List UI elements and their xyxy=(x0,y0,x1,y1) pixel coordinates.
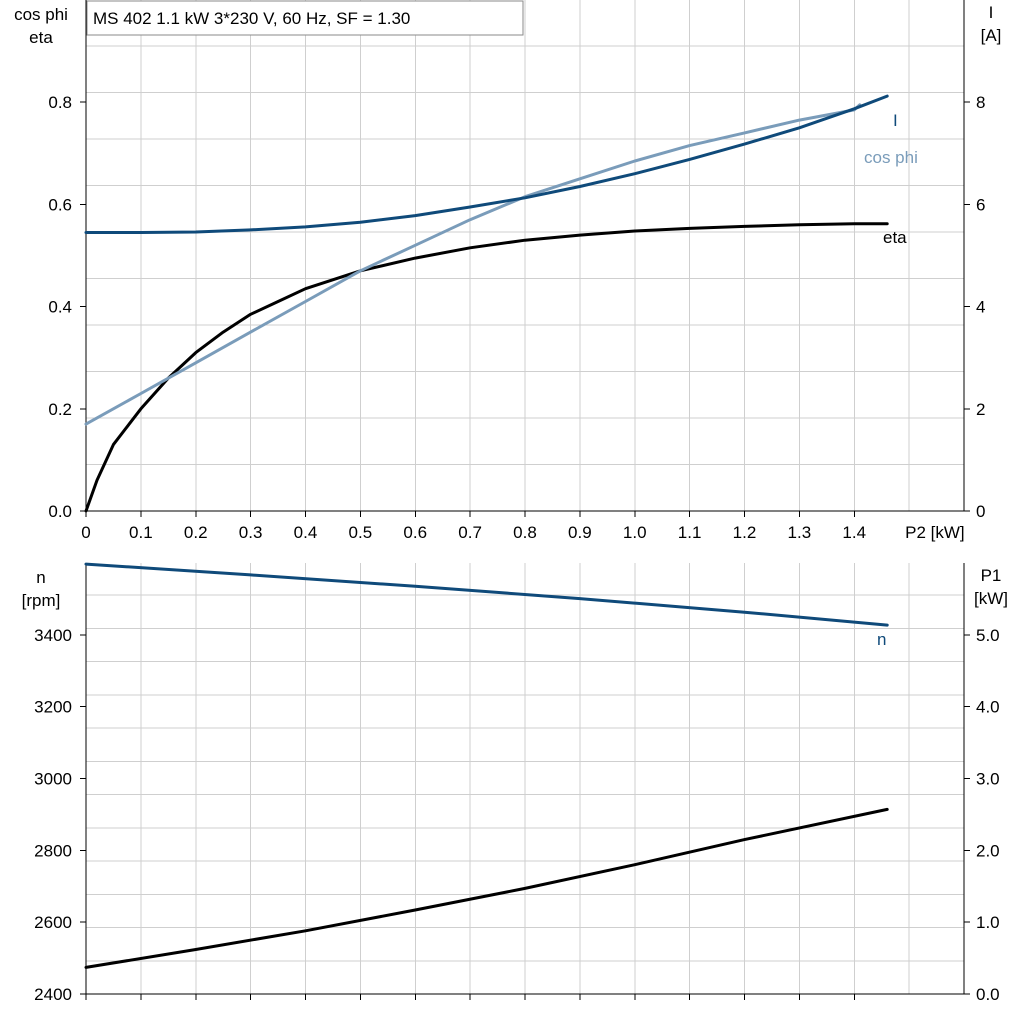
top-x-tick-label: 1.3 xyxy=(788,523,812,542)
top-x-tick-label: 0 xyxy=(81,523,90,542)
top-left-tick-label: 0.4 xyxy=(48,298,72,317)
bottom-left-axis-label: n xyxy=(36,568,45,587)
top-right-tick-label: 6 xyxy=(976,195,985,214)
bottom-left-tick-label: 3000 xyxy=(34,770,72,789)
chart-title: MS 402 1.1 kW 3*230 V, 60 Hz, SF = 1.30 xyxy=(93,9,410,28)
top-right-tick-label: 8 xyxy=(976,93,985,112)
bottom-p1-curve xyxy=(84,807,889,969)
bottom-left-tick-label: 3200 xyxy=(34,698,72,717)
n-series-label: n xyxy=(877,630,886,649)
top-x-tick-label: 1.1 xyxy=(678,523,702,542)
bottom-left-tick-label: 2800 xyxy=(34,841,72,860)
top-x-tick-label: 1.0 xyxy=(623,523,647,542)
bottom-right-tick-label: 4.0 xyxy=(976,698,1000,717)
top-right-tick-label: 2 xyxy=(976,400,985,419)
bottom-right-tick-label: 0.0 xyxy=(976,985,1000,1004)
chart-title-box xyxy=(86,0,524,36)
top-left-tick-label: 0.6 xyxy=(48,195,72,214)
top-x-tick-label: 0.9 xyxy=(568,523,592,542)
top-x-tick-label: 1.4 xyxy=(842,523,866,542)
top-left-tick-label: 0.2 xyxy=(48,400,72,419)
bottom-left-tick-label: 3400 xyxy=(34,626,72,645)
top-right-axis-label: [A] xyxy=(981,26,1002,45)
bottom-right-tick-label: 1.0 xyxy=(976,913,1000,932)
top-x-tick-label: 1.2 xyxy=(733,523,757,542)
top-left-axis-label: cos phi xyxy=(14,5,68,24)
top-right-axis-label: I xyxy=(989,3,994,22)
x-axis-label: P2 [kW] xyxy=(905,523,965,542)
bottom-right-tick-label: 3.0 xyxy=(976,770,1000,789)
top-cos-phi-curve xyxy=(84,103,862,426)
bottom-right-axis-label: [kW] xyxy=(974,589,1008,608)
bottom-right-axis-label: P1 xyxy=(981,566,1002,585)
cos-phi-series-label: cos phi xyxy=(864,148,918,167)
bottom-right-tick-label: 5.0 xyxy=(976,626,1000,645)
i-series-label: I xyxy=(893,111,898,130)
top-x-tick-label: 0.5 xyxy=(349,523,373,542)
top-left-tick-label: 0.0 xyxy=(48,502,72,521)
top-x-tick-label: 0.6 xyxy=(403,523,427,542)
top-x-tick-label: 0.1 xyxy=(129,523,153,542)
speed-power-chart: 2400 2600 2800 3000 3200 3400 0.0 1.0 2.0 3.0 4.0 5… xyxy=(22,562,1008,1004)
top-i-curve xyxy=(84,94,889,234)
top-right-tick-label: 4 xyxy=(976,298,985,317)
top-right-tick-label: 0 xyxy=(976,502,985,521)
top-x-tick-label: 0.2 xyxy=(184,523,208,542)
eta-series-label: eta xyxy=(883,228,907,247)
bottom-left-tick-label: 2600 xyxy=(34,913,72,932)
bottom-left-tick-label: 2400 xyxy=(34,985,72,1004)
bottom-left-axis-label: [rpm] xyxy=(22,591,61,610)
bottom-n-curve xyxy=(84,562,889,627)
top-left-axis-label: eta xyxy=(29,28,53,47)
top-eta-curve xyxy=(84,222,889,513)
top-left-tick-label: 0.8 xyxy=(48,93,72,112)
top-x-tick-label: 0.8 xyxy=(513,523,537,542)
bottom-right-tick-label: 2.0 xyxy=(976,841,1000,860)
top-x-tick-label: 0.7 xyxy=(458,523,482,542)
performance-chart: 0.0 0.2 0.4 0.6 0.8 0 2 4 6 8 0 0.1 0.2 0.3 0.4 0.5 0.6 0… xyxy=(14,0,1001,542)
top-x-tick-label: 0.3 xyxy=(239,523,263,542)
top-x-tick-label: 0.4 xyxy=(294,523,318,542)
